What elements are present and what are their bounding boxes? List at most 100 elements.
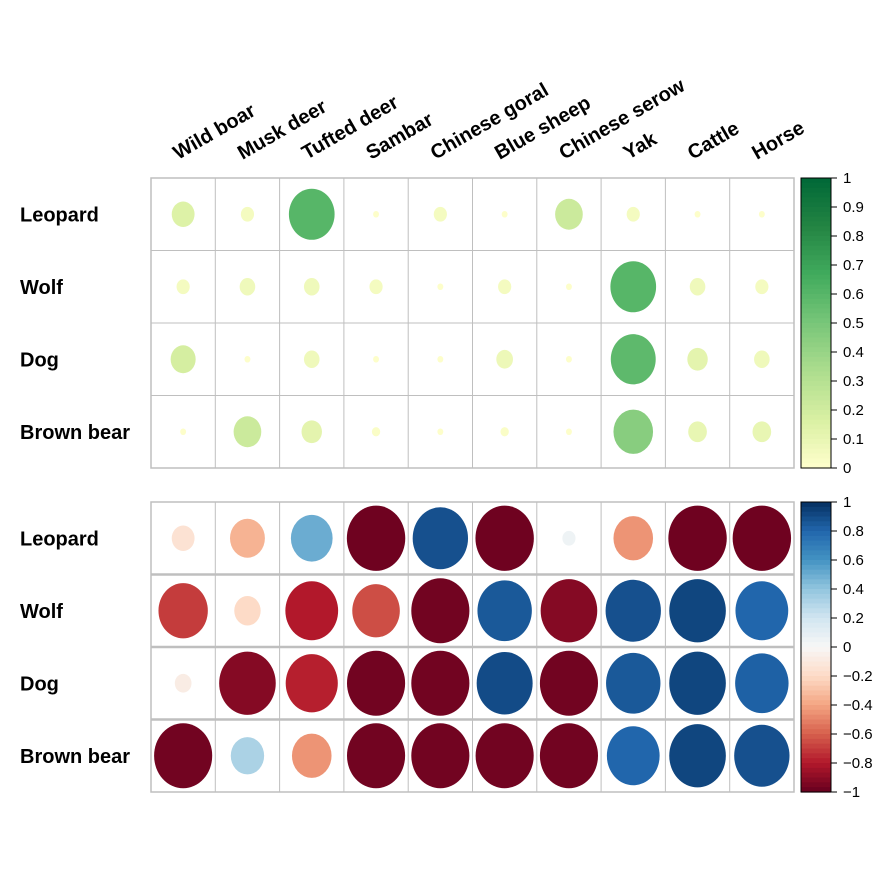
colorbar-segment [801,627,831,634]
cell-leopard-tufted-deer [288,188,335,240]
colorbar-segment [801,303,831,310]
colorbar-tick-label: 0.2 [843,610,864,627]
cell-leopard-tufted-deer [290,514,333,562]
cell-wolf-wild-boar [158,583,208,639]
cell-wolf-tufted-deer [303,278,320,296]
colorbar-segment [801,453,831,459]
colorbar-tick-label: 0.3 [843,373,864,390]
colorbar-segment [801,690,831,696]
colorbar-segment [801,738,831,745]
colorbar-segment [801,637,831,643]
colorbar-segment [801,279,831,285]
colorbar-tick-label: −0.8 [843,755,873,772]
colorbar-tick-label: −0.6 [843,726,873,743]
cell-brown-bear-cattle [669,724,726,788]
colorbar-segment [801,598,831,605]
colorbar-segment [801,187,831,194]
cell-leopard-horse [732,505,792,571]
cell-leopard-yak [626,206,640,222]
cell-dog-blue-sheep [476,651,533,715]
colorbar-segment [801,347,831,353]
cell-dog-horse [754,350,770,368]
colorbar-segment [801,318,831,324]
cell-leopard-yak [613,516,654,561]
colorbar-segment [801,550,831,556]
cell-brown-bear-wild-boar [154,723,213,789]
colorbar-segment [801,560,831,566]
cell-leopard-sambar [373,210,379,218]
cell-wolf-wild-boar [176,279,190,295]
cell-brown-bear-blue-sheep [500,427,509,437]
cell-dog-sambar [373,355,379,363]
colorbar-segment [801,419,831,426]
colorbar-segment [801,651,831,658]
colorbar-segment [801,661,831,667]
colorbar-segment [801,564,831,571]
colorbar-segment [801,584,831,590]
cell-leopard-sambar [346,505,406,571]
colorbar-tick-label: 0 [843,639,851,656]
cell-brown-bear-chinese-goral [411,723,470,789]
colorbar-segment [801,574,831,580]
colorbar-segment [801,526,831,532]
colorbar-segment [801,729,831,735]
cell-wolf-horse [735,581,789,641]
cell-dog-cattle [687,347,708,371]
colorbar-segment [801,632,831,638]
colorbar-segment [801,642,831,648]
cell-wolf-yak [605,579,661,642]
cell-wolf-musk-deer [239,278,256,296]
colorbar-segment [801,327,831,334]
cell-leopard-chinese-goral [433,206,447,222]
colorbar-segment [801,782,831,788]
colorbar-tick-label: 1 [843,494,851,511]
colorbar-segment [801,211,831,218]
colorbar-segment [801,700,831,706]
colorbar-tick-label: 0.4 [843,344,864,361]
cell-leopard-wild-boar [171,525,195,552]
colorbar-tick-label: 0.1 [843,431,864,448]
cell-brown-bear-cattle [688,421,707,443]
cell-dog-wild-boar [170,345,196,374]
cell-wolf-chinese-serow [540,579,598,643]
colorbar-segment [801,656,831,663]
colorbar-segment [801,385,831,392]
colorbar-segment [801,352,831,358]
colorbar-segment [801,705,831,711]
colorbar-segment [801,613,831,619]
cell-wolf-sambar [369,279,383,295]
colorbar-segment [801,366,831,372]
colorbar-tick-label: 0.6 [843,286,864,303]
cell-dog-musk-deer [244,355,251,363]
cell-brown-bear-tufted-deer [291,733,332,778]
cell-dog-cattle [669,651,726,715]
colorbar-segment [801,250,831,256]
colorbar-segment [801,743,831,750]
colorbar-segment [801,531,831,537]
cell-brown-bear-horse [752,421,772,443]
cell-leopard-cattle [668,505,727,571]
colorbar-segment [801,666,831,672]
colorbar-segment [801,758,831,764]
colorbar-segment [801,439,831,445]
colorbar-segment [801,308,831,314]
cell-leopard-cattle [694,210,701,218]
column-label-yak: Yak [620,128,662,165]
cell-dog-yak [610,334,656,385]
colorbar-segment [801,748,831,754]
colorbar-segment [801,458,831,464]
colorbar-segment [801,647,831,653]
colorbar-segment [801,269,831,276]
cell-leopard-musk-deer [240,206,255,222]
cell-leopard-chinese-serow [562,530,576,546]
cell-dog-musk-deer [219,651,276,715]
colorbar-segment [801,390,831,397]
colorbar-segment [801,767,831,774]
column-label-cattle: Cattle [684,117,743,164]
cell-dog-chinese-serow [566,355,572,363]
colorbar-segment [801,535,831,542]
cell-brown-bear-sambar [346,723,406,789]
colorbar-segment [801,685,831,692]
colorbar-segment [801,569,831,576]
